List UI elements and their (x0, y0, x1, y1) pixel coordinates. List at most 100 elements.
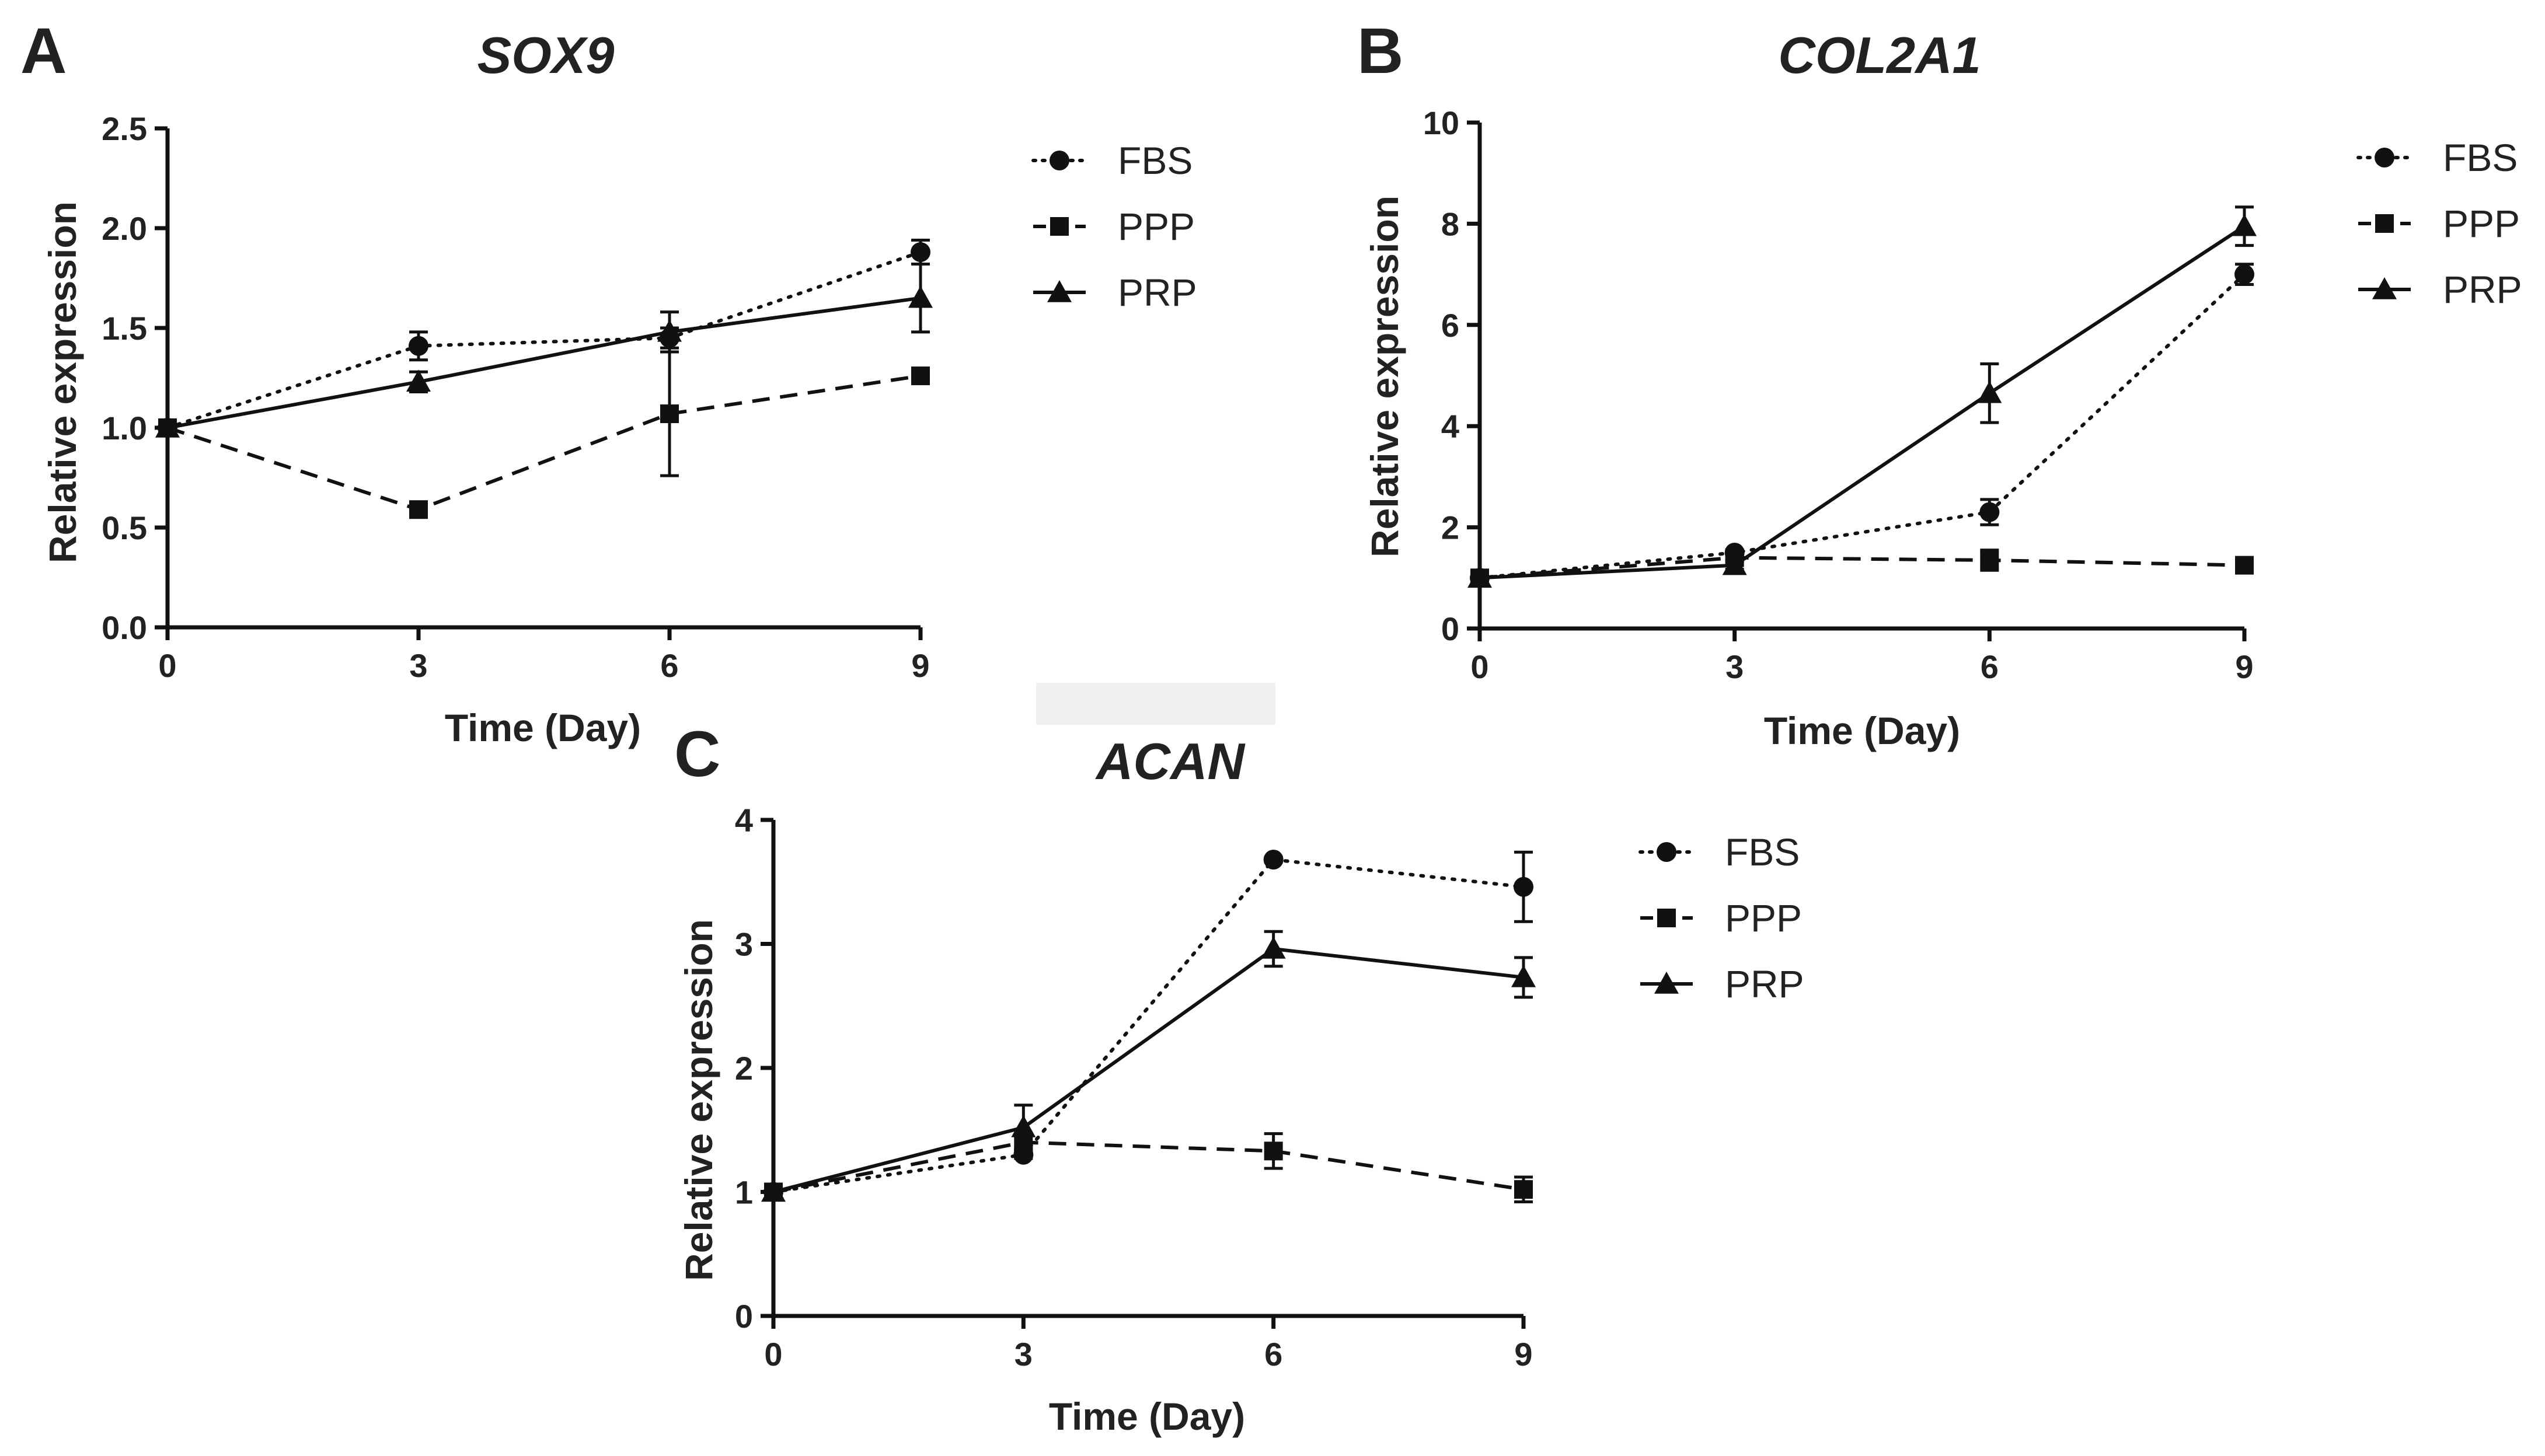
data-point (1261, 937, 1286, 959)
x-tick-label: 9 (1514, 1336, 1532, 1373)
legend-item-ppp: PPP (2358, 202, 2520, 245)
chart-title: ACAN (1095, 732, 1246, 790)
y-tick-label: 2.0 (102, 210, 147, 247)
x-tick-label: 0 (764, 1336, 782, 1373)
x-axis-label: Time (Day) (445, 706, 641, 749)
legend-label: PPP (1725, 896, 1802, 940)
legend-marker (2375, 148, 2394, 167)
data-point (406, 369, 431, 392)
data-point (409, 500, 428, 519)
y-tick-label: 0 (1441, 610, 1459, 647)
x-tick-label: 9 (911, 647, 929, 684)
legend-item-fbs: FBS (1031, 139, 1193, 182)
data-point (1263, 850, 1284, 870)
chart-title: COL2A1 (1778, 26, 1981, 84)
legend-item-prp: PRP (1033, 271, 1197, 314)
legend-item-ppp: PPP (1640, 896, 1802, 940)
series-line (1478, 273, 2246, 580)
y-tick-label: 1.5 (102, 310, 147, 347)
series-group (761, 850, 1536, 1203)
data-point (1514, 877, 1533, 897)
data-point (1977, 380, 2002, 403)
data-point (1011, 1115, 1036, 1137)
legend-marker (1050, 217, 1069, 236)
y-tick-label: 3 (735, 926, 753, 963)
y-tick-label: 1.0 (102, 410, 147, 446)
series-prp (155, 263, 933, 438)
panel-a: A SOX9 0.00.51.01.52.02.50 3 6 9 FBSPPPPRP … (20, 15, 1197, 749)
data-point (761, 1179, 786, 1202)
x-axis-label: Time (Day) (1049, 1395, 1245, 1438)
data-point (2232, 214, 2257, 236)
data-point (1980, 550, 1999, 570)
y-tick-label: 4 (735, 802, 753, 839)
y-tick-label: 10 (1423, 104, 1459, 141)
legend-label: PRP (1118, 271, 1197, 314)
x-tick-label: 9 (2235, 648, 2253, 685)
y-tick-label: 4 (1441, 408, 1459, 445)
series-line (167, 296, 921, 430)
panel-b: B COL2A1 0 2 4 6 8 10 0 3 6 9 FBS PPP PRP Time (Day… (1357, 15, 2522, 752)
data-point (1467, 565, 1492, 588)
data-point (911, 366, 930, 386)
y-axis-label: Relative expression (677, 919, 720, 1281)
panel-letter: C (674, 718, 720, 790)
y-tick-label: 6 (1441, 307, 1459, 344)
y-tick-label: 0 (735, 1298, 753, 1335)
legend-item-prp: PRP (1640, 962, 1804, 1005)
series-fbs (1470, 263, 2254, 588)
legend-item-prp: PRP (2358, 268, 2522, 311)
series-prp (761, 930, 1536, 1202)
x-tick-label: 6 (1264, 1336, 1282, 1373)
data-point (660, 404, 679, 424)
panel-letter: A (20, 15, 67, 87)
panel-letter: B (1357, 15, 1403, 87)
series-ppp (158, 350, 930, 519)
panel-c: C ACAN 0 1 2 3 4 0 3 6 9 FBS PPP PRP Time (Day) Re… (674, 718, 1804, 1438)
legend-label: FBS (1725, 830, 1800, 874)
series-line (773, 947, 1524, 1194)
legend-label: PPP (1118, 205, 1195, 248)
data-point (908, 285, 933, 308)
axes: 0.0 0.5 1.0 1.5 2.0 2.5 0 3 6 9 (102, 110, 929, 684)
x-tick-label: 3 (1014, 1336, 1033, 1373)
legend-marker (2375, 214, 2394, 233)
legend-item-fbs: FBS (1638, 830, 1800, 874)
series-line (1479, 225, 2246, 580)
series-prp (1467, 205, 2257, 588)
legend-marker (2372, 277, 2397, 299)
legend-item-ppp: PPP (1033, 205, 1195, 248)
data-point (1979, 502, 2000, 522)
data-point (657, 319, 682, 342)
legend-marker (1047, 280, 1072, 302)
x-tick-label: 6 (1981, 648, 1999, 685)
y-tick-label: 1 (735, 1174, 753, 1211)
x-tick-label: 0 (158, 647, 176, 684)
legend-marker (1050, 151, 1069, 170)
legend-item-fbs: FBS (2356, 136, 2518, 179)
series-line (773, 1140, 1524, 1194)
data-point (2235, 556, 2254, 575)
y-tick-label: 0.0 (102, 609, 147, 646)
data-point (1514, 1180, 1533, 1199)
data-point (1511, 965, 1536, 987)
series-line (1479, 556, 2245, 580)
x-tick-label: 0 (1470, 648, 1488, 685)
y-axis-label: Relative expression (1363, 195, 1406, 557)
y-tick-label: 8 (1441, 205, 1459, 242)
data-point (155, 415, 180, 438)
series-group (1467, 205, 2257, 588)
legend: FBS PPP PRP (1638, 830, 1804, 1005)
series-line (166, 250, 922, 430)
series-ppp (764, 1132, 1533, 1203)
legend: FBS PPP PRP (2356, 136, 2522, 311)
series-fbs (764, 850, 1533, 1202)
legend-marker (1657, 842, 1676, 862)
gray-placeholder-box (1036, 683, 1275, 725)
data-point (1722, 553, 1747, 575)
legend-marker (1654, 972, 1679, 994)
data-point (911, 242, 930, 263)
legend-label: FBS (2443, 136, 2518, 179)
data-point (2234, 264, 2254, 285)
legend-label: PPP (2443, 202, 2520, 245)
